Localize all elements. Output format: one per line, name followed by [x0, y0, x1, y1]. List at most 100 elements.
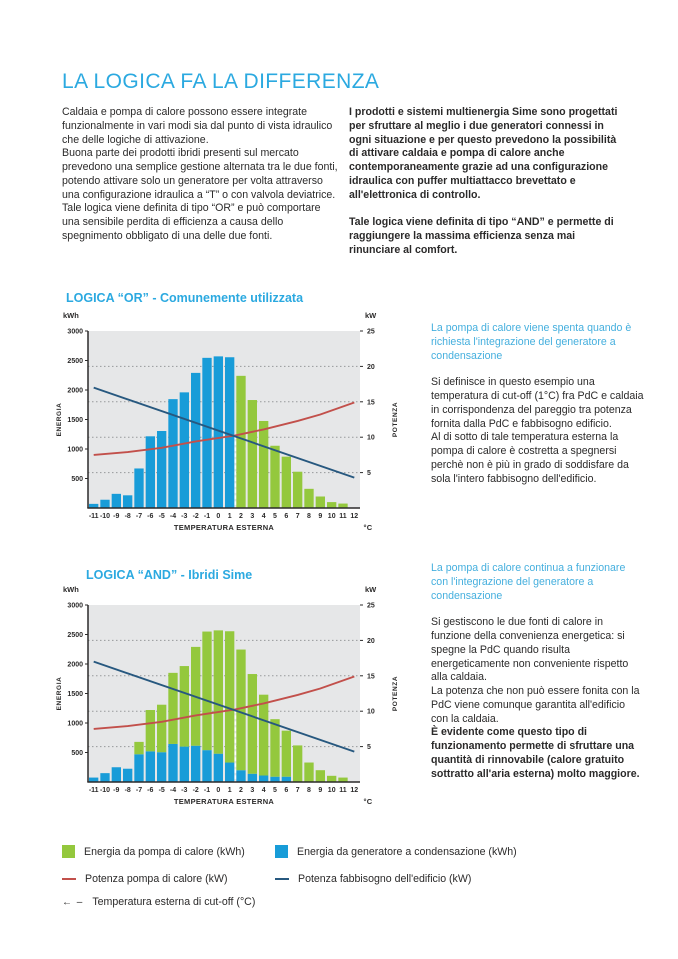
svg-text:5: 5 [273, 513, 277, 520]
svg-text:3000: 3000 [67, 329, 83, 336]
svg-text:2500: 2500 [67, 632, 83, 639]
svg-text:2: 2 [239, 513, 243, 520]
svg-text:6: 6 [284, 787, 288, 794]
svg-text:-5: -5 [159, 513, 165, 520]
intro-text-left: Caldaia e pompa di calore possono essere… [62, 106, 338, 242]
svg-text:15: 15 [367, 673, 375, 680]
svg-text:-2: -2 [193, 787, 199, 794]
svg-text:5: 5 [367, 744, 371, 751]
chart-or-title: LOGICA “OR” - Comunemente utilizzata [66, 291, 304, 305]
note-and-heading: La pompa di calore continua a funzionare… [431, 562, 626, 602]
svg-text:1000: 1000 [67, 721, 83, 728]
svg-text:-11: -11 [89, 513, 99, 520]
legend-label: Energia da generatore a condensazione (k… [297, 845, 517, 858]
svg-text:7: 7 [296, 513, 300, 520]
svg-text:POTENZA: POTENZA [392, 676, 399, 711]
svg-text:10: 10 [328, 513, 336, 520]
svg-text:1500: 1500 [67, 417, 83, 424]
svg-text:-3: -3 [181, 787, 187, 794]
svg-text:6: 6 [284, 513, 288, 520]
svg-text:3000: 3000 [67, 603, 83, 610]
red-line-swatch [62, 877, 76, 881]
legend-label: Temperatura esterna di cut-off (°C) [92, 896, 256, 908]
chart-and-title: LOGICA “AND” - Ibridi Sime [86, 568, 253, 582]
svg-text:2500: 2500 [67, 358, 83, 365]
blue-square-swatch [275, 845, 288, 858]
svg-text:9: 9 [318, 513, 322, 520]
svg-text:kWh: kWh [63, 311, 79, 320]
svg-text:kW: kW [365, 585, 377, 594]
svg-text:12: 12 [350, 513, 358, 520]
svg-text:500: 500 [71, 750, 83, 757]
svg-text:10: 10 [367, 435, 375, 442]
svg-text:-10: -10 [100, 513, 110, 520]
svg-text:-6: -6 [147, 513, 153, 520]
note-or: La pompa di calore viene spenta quando è… [431, 322, 645, 486]
note-and-body: Si gestiscono le due fonti di calore in … [431, 616, 640, 725]
svg-text:8: 8 [307, 787, 311, 794]
svg-text:-3: -3 [181, 513, 187, 520]
legend-item-potenza-pompa: Potenza pompa di calore (kW) [62, 873, 228, 885]
legend-label: Potenza pompa di calore (kW) [85, 873, 228, 885]
legend-label: Energia da pompa di calore (kWh) [84, 845, 245, 858]
svg-text:TEMPERATURA ESTERNA: TEMPERATURA ESTERNA [174, 523, 275, 532]
svg-text:9: 9 [318, 787, 322, 794]
svg-text:1: 1 [228, 513, 232, 520]
green-square-swatch [62, 845, 75, 858]
svg-text:-9: -9 [113, 787, 119, 794]
intro-text-right: I prodotti e sistemi multienergia Sime s… [349, 106, 618, 256]
svg-text:10: 10 [367, 709, 375, 716]
svg-text:1500: 1500 [67, 691, 83, 698]
svg-text:-4: -4 [170, 787, 176, 794]
svg-text:ENERGIA: ENERGIA [56, 677, 63, 711]
svg-text:8: 8 [307, 513, 311, 520]
svg-text:-1: -1 [204, 513, 210, 520]
note-and-body-bold: È evidente come questo tipo di funzionam… [431, 726, 640, 780]
svg-text:-1: -1 [204, 787, 210, 794]
svg-text:-5: -5 [159, 787, 165, 794]
svg-text:11: 11 [339, 787, 347, 794]
svg-text:-10: -10 [100, 787, 110, 794]
svg-text:500: 500 [71, 476, 83, 483]
cutoff-arrow-icon: ← – [62, 896, 84, 908]
svg-text:-9: -9 [113, 513, 119, 520]
svg-text:-4: -4 [170, 513, 176, 520]
legend-item-potenza-fabbisogno: Potenza fabbisogno dell'edificio (kW) [275, 873, 471, 885]
svg-text:1000: 1000 [67, 447, 83, 454]
svg-text:5: 5 [273, 787, 277, 794]
svg-text:7: 7 [296, 787, 300, 794]
svg-text:-7: -7 [136, 513, 142, 520]
legend-item-cutoff: ← – Temperatura esterna di cut-off (°C) [62, 896, 255, 908]
svg-text:4: 4 [262, 787, 266, 794]
svg-text:kW: kW [365, 311, 377, 320]
svg-text:-8: -8 [125, 787, 131, 794]
legend-label: Potenza fabbisogno dell'edificio (kW) [298, 873, 472, 885]
svg-text:2: 2 [239, 787, 243, 794]
svg-text:°C: °C [363, 523, 372, 532]
svg-text:12: 12 [350, 787, 358, 794]
svg-text:-8: -8 [125, 513, 131, 520]
svg-text:5: 5 [367, 470, 371, 477]
svg-text:ENERGIA: ENERGIA [56, 403, 63, 437]
svg-text:-2: -2 [193, 513, 199, 520]
svg-text:-7: -7 [136, 787, 142, 794]
note-or-heading: La pompa di calore viene spenta quando è… [431, 322, 632, 362]
svg-text:25: 25 [367, 603, 375, 610]
svg-text:20: 20 [367, 364, 375, 371]
note-or-body: Si definisce in questo esempio una tempe… [431, 376, 644, 485]
svg-text:TEMPERATURA ESTERNA: TEMPERATURA ESTERNA [174, 797, 275, 806]
svg-text:1: 1 [228, 787, 232, 794]
svg-text:25: 25 [367, 329, 375, 336]
svg-text:0: 0 [216, 513, 220, 520]
svg-text:°C: °C [363, 797, 372, 806]
svg-text:11: 11 [339, 513, 347, 520]
svg-text:15: 15 [367, 399, 375, 406]
note-and: La pompa di calore continua a funzionare… [431, 562, 645, 781]
svg-text:-11: -11 [89, 787, 99, 794]
svg-text:3: 3 [250, 513, 254, 520]
svg-text:POTENZA: POTENZA [392, 402, 399, 437]
legend-item-energia-pompa: Energia da pompa di calore (kWh) [62, 845, 245, 858]
svg-text:10: 10 [328, 787, 336, 794]
